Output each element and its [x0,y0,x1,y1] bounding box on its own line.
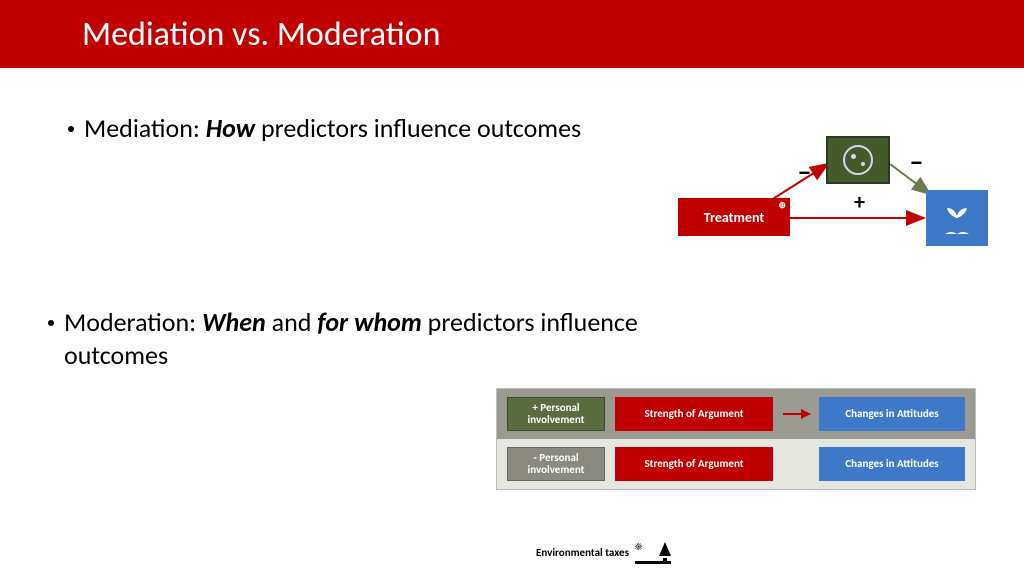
sign-b: − [910,146,923,178]
environment-icon: ☀ [635,540,671,564]
mediation-diagram: Treatment ⊕ − − + [678,136,988,256]
moderation-bullet: Moderation: When and for whom predictors… [48,306,668,371]
title-bar: Mediation vs. Moderation [0,0,1024,68]
personal-pos-box: + Personal involvement [507,397,605,431]
tree-icon [659,542,671,556]
slide-title: Mediation vs. Moderation [82,14,440,55]
mod-emph2: for whom [317,306,421,338]
personal-neg-box: - Personal involvement [507,447,605,481]
arrow-head-icon [801,409,811,419]
mediation-suffix: predictors influence outcomes [255,112,581,144]
ground-icon [635,561,671,564]
mod-row-low: - Personal involvement Strength of Argum… [497,439,975,489]
mod-row-high: + Personal involvement Strength of Argum… [497,389,975,439]
medical-plus-icon: ⊕ [778,200,786,211]
mod-mid: and [266,306,318,338]
petri-dish-icon [843,145,873,175]
plant-icon [939,200,975,236]
mediation-text: Mediation: How predictors influence outc… [84,112,581,145]
outcome-box [926,190,988,246]
mod-arrow-1 [783,413,809,415]
mod-emph1: When [202,306,266,338]
strength-box-1: Strength of Argument [615,397,773,431]
footer-label: Environmental taxes [536,546,629,559]
mediation-prefix: Mediation: [84,112,206,144]
strength-box-2: Strength of Argument [615,447,773,481]
changes-box-1: Changes in Attitudes [819,397,965,431]
mod-prefix: Moderation: [64,306,202,338]
treatment-box: Treatment ⊕ [678,198,790,236]
bullet-dot [68,126,74,132]
bullet-dot [48,320,54,326]
moderation-text: Moderation: When and for whom predictors… [64,306,668,371]
treatment-label: Treatment [704,209,764,226]
mediation-emph: How [206,112,255,144]
mediator-box [826,136,890,184]
sun-icon: ☀ [635,540,642,553]
mod-arrow-gap-2 [783,463,809,465]
footer-caption: Environmental taxes ☀ [536,540,671,564]
changes-box-2: Changes in Attitudes [819,447,965,481]
moderation-diagram: + Personal involvement Strength of Argum… [496,388,976,490]
sign-a: − [798,156,811,188]
content-area: Mediation: How predictors influence outc… [0,68,1024,145]
sign-c: + [854,188,865,215]
